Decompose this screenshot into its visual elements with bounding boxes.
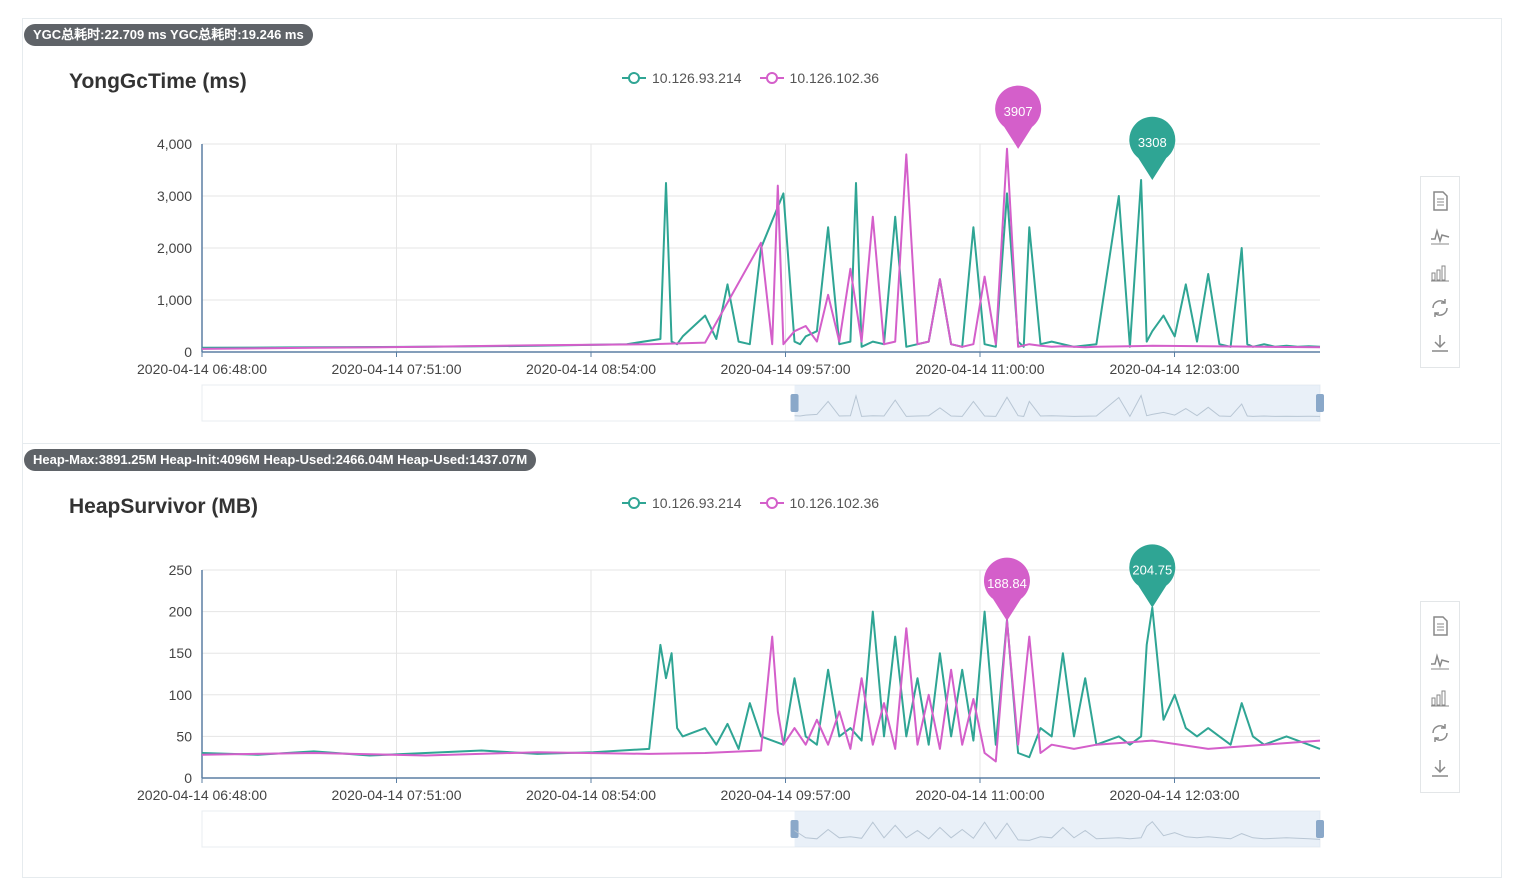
- zoom-preview-line: [794, 394, 1321, 418]
- heap-line-chart: 0 50 100 150 200 250 2020-04-14 06:48:00 2020-0…: [137, 544, 1324, 848]
- x-tick-label: 2020-04-14 08:54:00: [526, 787, 656, 803]
- y-tick-label: 1,000: [157, 292, 192, 308]
- pin-value-label: 3308: [1138, 135, 1167, 150]
- legend-item-series1[interactable]: 10.126.93.214: [622, 70, 742, 86]
- ygc-summary-badge: YGC总耗时:22.709 ms YGC总耗时:19.246 ms: [24, 24, 313, 46]
- y-tick-label: 4,000: [157, 136, 192, 152]
- legend-label: 10.126.102.36: [789, 70, 880, 86]
- legend-item-series2[interactable]: 10.126.102.36: [759, 495, 880, 511]
- x-tick-label: 2020-04-14 07:51:00: [332, 361, 462, 377]
- legend-marker-series1-icon: [622, 72, 646, 84]
- legend-label: 10.126.93.214: [652, 495, 742, 511]
- zoom-handle-left: [790, 820, 799, 838]
- series-line-1: [201, 179, 1321, 349]
- x-tick-label: 2020-04-14 11:00:00: [916, 787, 1045, 803]
- y-tick-label: 200: [169, 604, 193, 620]
- chart-title: YongGcTime (ms): [69, 70, 247, 93]
- zoom-slider-window: [794, 811, 1320, 847]
- series-line-2: [201, 147, 1321, 350]
- pin-value-label: 3907: [1004, 104, 1033, 119]
- max-value-pin: 3308: [1129, 116, 1176, 180]
- chart-title: HeapSurvivor (MB): [69, 495, 259, 518]
- y-tick-label: 100: [169, 687, 193, 703]
- x-tick-label: 2020-04-14 07:51:00: [332, 787, 462, 803]
- y-tick-label: 3,000: [157, 188, 192, 204]
- ygc-line-chart: 0 1,000 2,000 3,000 4,000 2020-04-14 06:48:00…: [137, 85, 1324, 422]
- legend-label: 10.126.102.36: [789, 495, 880, 511]
- bar-chart-icon[interactable]: [1429, 261, 1451, 283]
- legend-label: 10.126.93.214: [652, 70, 742, 86]
- data-view-icon[interactable]: [1429, 190, 1451, 212]
- series-line-2: [201, 619, 1321, 763]
- pin-shape: [1129, 116, 1176, 180]
- x-tick-label: 2020-04-14 09:57:00: [721, 361, 851, 377]
- max-value-pin: 204.75: [1129, 544, 1176, 608]
- x-tick-label: 2020-04-14 12:03:00: [1110, 361, 1240, 377]
- download-icon[interactable]: [1429, 332, 1451, 354]
- x-tick-label: 2020-04-14 06:48:00: [137, 787, 267, 803]
- x-tick-label: 2020-04-14 11:00:00: [916, 361, 1045, 377]
- pin-shape: [995, 85, 1042, 149]
- x-tick-label: 2020-04-14 12:03:00: [1110, 787, 1240, 803]
- line-chart-icon[interactable]: [1429, 225, 1451, 247]
- y-tick-label: 0: [184, 344, 192, 360]
- restore-icon[interactable]: [1429, 297, 1451, 319]
- zoom-handle-right: [1316, 394, 1324, 412]
- pin-value-label: 204.75: [1132, 563, 1172, 578]
- y-tick-label: 150: [169, 645, 193, 661]
- zoom-preview-line: [794, 820, 1321, 841]
- chart-legend: 10.126.93.214 10.126.102.36: [622, 495, 879, 511]
- heap-summary-badge: Heap-Max:3891.25M Heap-Init:4096M Heap-U…: [24, 449, 537, 471]
- pin-value-label: 188.84: [987, 576, 1027, 591]
- chart-toolbox: [1420, 176, 1460, 368]
- legend-marker-series2-icon: [759, 72, 784, 84]
- line-chart-icon[interactable]: [1429, 650, 1451, 672]
- y-tick-label: 0: [184, 770, 192, 786]
- pin-shape: [1129, 544, 1176, 608]
- x-tick-label: 2020-04-14 06:48:00: [137, 361, 267, 377]
- chart-panel-ygc: YGC总耗时:22.709 ms YGC总耗时:19.246 ms YongGc…: [22, 18, 1500, 443]
- y-tick-label: 250: [169, 562, 193, 578]
- y-tick-label: 2,000: [157, 240, 192, 256]
- y-tick-label: 50: [176, 728, 192, 744]
- x-tick-label: 2020-04-14 09:57:00: [721, 787, 851, 803]
- data-view-icon[interactable]: [1429, 615, 1451, 637]
- chart-panel-heap: Heap-Max:3891.25M Heap-Init:4096M Heap-U…: [22, 443, 1500, 877]
- max-value-pin: 188.84: [983, 557, 1030, 621]
- restore-icon[interactable]: [1429, 722, 1451, 744]
- zoom-handle-right: [1316, 820, 1324, 838]
- x-tick-label: 2020-04-14 08:54:00: [526, 361, 656, 377]
- legend-item-series1[interactable]: 10.126.93.214: [622, 495, 742, 511]
- legend-marker-series2-icon: [759, 497, 784, 509]
- legend-marker-series1-icon: [622, 497, 646, 509]
- series-line-1: [201, 606, 1321, 759]
- max-value-pin: 3907: [995, 85, 1042, 149]
- pin-shape: [983, 557, 1030, 621]
- download-icon[interactable]: [1429, 757, 1451, 779]
- chart-legend: 10.126.93.214 10.126.102.36: [622, 70, 879, 86]
- chart-toolbox: [1420, 601, 1460, 793]
- legend-item-series2[interactable]: 10.126.102.36: [759, 70, 880, 86]
- zoom-handle-left: [790, 394, 799, 412]
- bar-chart-icon[interactable]: [1429, 686, 1451, 708]
